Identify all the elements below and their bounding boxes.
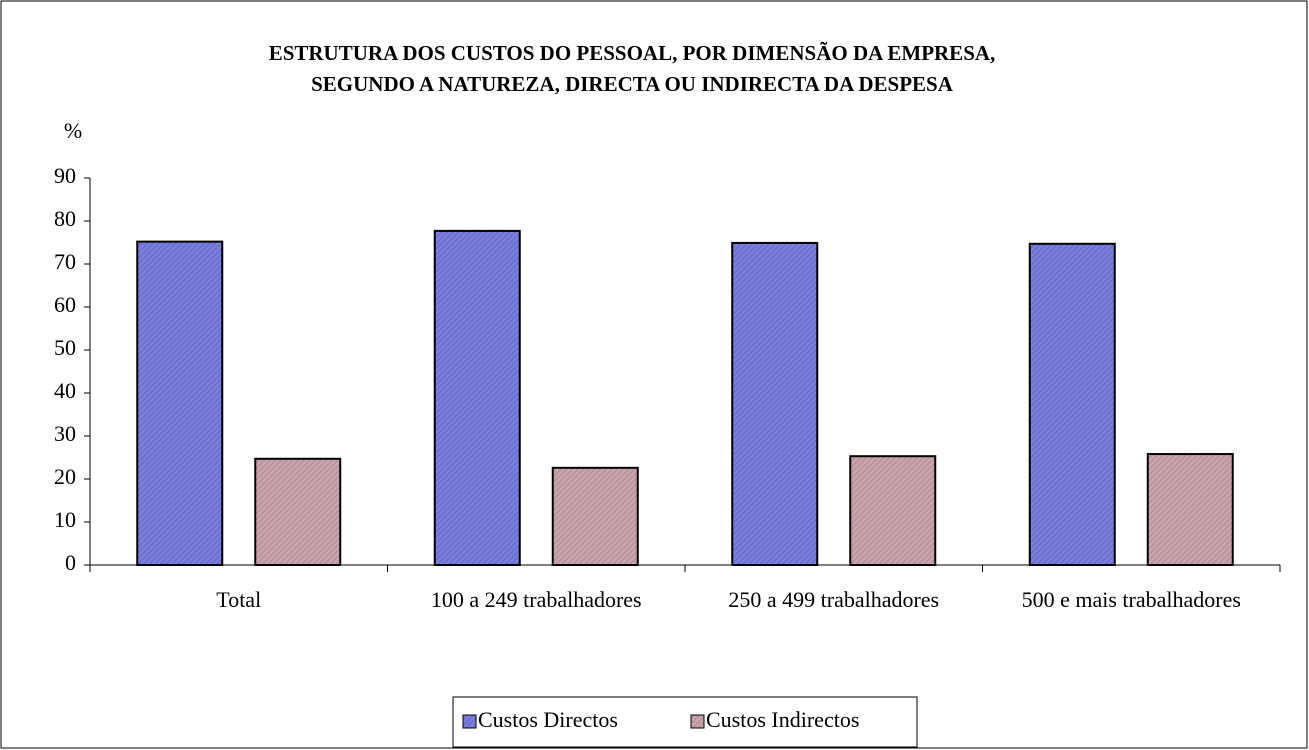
y-tick-label: 20 [54, 464, 76, 489]
x-tick-label: 500 e mais trabalhadores [1022, 587, 1241, 612]
y-tick-label: 90 [54, 163, 76, 188]
legend-swatch [690, 714, 705, 729]
legend-label: Custos Directos [478, 707, 618, 732]
y-tick-label: 10 [54, 507, 76, 532]
bar [849, 455, 937, 566]
legend-label: Custos Indirectos [706, 707, 859, 732]
bar [254, 457, 342, 567]
bar [731, 241, 819, 566]
y-tick-label: 50 [54, 335, 76, 360]
chart-title: ESTRUTURA DOS CUSTOS DO PESSOAL, POR DIM… [269, 41, 996, 65]
bar [1146, 453, 1234, 566]
x-tick-label: 250 a 499 trabalhadores [728, 587, 939, 612]
chart-title: SEGUNDO A NATUREZA, DIRECTA OU INDIRECTA… [311, 72, 954, 96]
x-tick-label: 100 a 249 trabalhadores [431, 587, 642, 612]
y-tick-label: 70 [54, 249, 76, 274]
bar [1028, 242, 1116, 566]
legend-box [452, 696, 918, 748]
bar [433, 229, 521, 566]
y-tick-label: 60 [54, 292, 76, 317]
legend-swatch [462, 714, 477, 729]
bar [551, 466, 639, 567]
y-tick-label: 80 [54, 206, 76, 231]
y-tick-label: 30 [54, 421, 76, 446]
y-axis-label: % [64, 118, 82, 143]
y-tick-label: 0 [65, 550, 76, 575]
bar [136, 240, 224, 566]
x-tick-label: Total [216, 587, 261, 612]
y-tick-label: 40 [54, 378, 76, 403]
